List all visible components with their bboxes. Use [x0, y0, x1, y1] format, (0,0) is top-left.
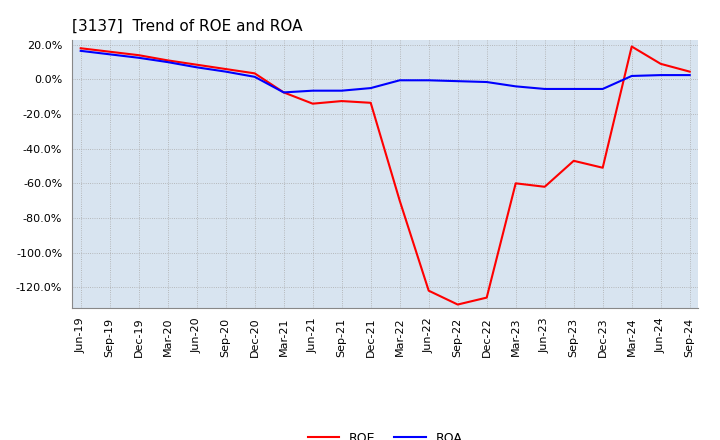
ROA	[76, 48, 85, 54]
ROA	[657, 73, 665, 78]
Line: ROA: ROA	[81, 51, 690, 92]
Legend: ROE, ROA: ROE, ROA	[303, 427, 467, 440]
ROA	[105, 51, 114, 57]
ROE	[221, 66, 230, 72]
ROA	[511, 84, 520, 89]
ROE	[541, 184, 549, 190]
ROA	[685, 73, 694, 78]
ROE	[424, 288, 433, 293]
ROA	[454, 78, 462, 84]
ROA	[279, 90, 288, 95]
ROA	[395, 77, 404, 83]
ROA	[598, 86, 607, 92]
ROE	[657, 61, 665, 66]
ROA	[192, 65, 201, 70]
ROE	[366, 100, 375, 106]
ROE	[511, 181, 520, 186]
ROE	[105, 49, 114, 55]
ROE	[395, 198, 404, 203]
ROA	[570, 86, 578, 92]
Line: ROE: ROE	[81, 47, 690, 304]
ROE	[251, 71, 259, 76]
ROA	[308, 88, 317, 93]
ROE	[308, 101, 317, 106]
ROA	[338, 88, 346, 93]
ROA	[163, 59, 172, 65]
ROE	[454, 302, 462, 307]
ROE	[192, 62, 201, 67]
ROE	[76, 46, 85, 51]
ROA	[366, 85, 375, 91]
ROE	[135, 52, 143, 58]
ROE	[627, 44, 636, 49]
Text: [3137]  Trend of ROE and ROA: [3137] Trend of ROE and ROA	[72, 19, 302, 34]
ROA	[251, 74, 259, 80]
ROE	[598, 165, 607, 170]
ROA	[627, 73, 636, 79]
ROA	[221, 69, 230, 74]
ROE	[279, 90, 288, 95]
ROE	[685, 69, 694, 74]
ROA	[541, 86, 549, 92]
ROA	[482, 79, 491, 84]
ROA	[135, 55, 143, 60]
ROE	[163, 58, 172, 63]
ROE	[338, 99, 346, 104]
ROE	[482, 295, 491, 300]
ROA	[424, 77, 433, 83]
ROE	[570, 158, 578, 163]
